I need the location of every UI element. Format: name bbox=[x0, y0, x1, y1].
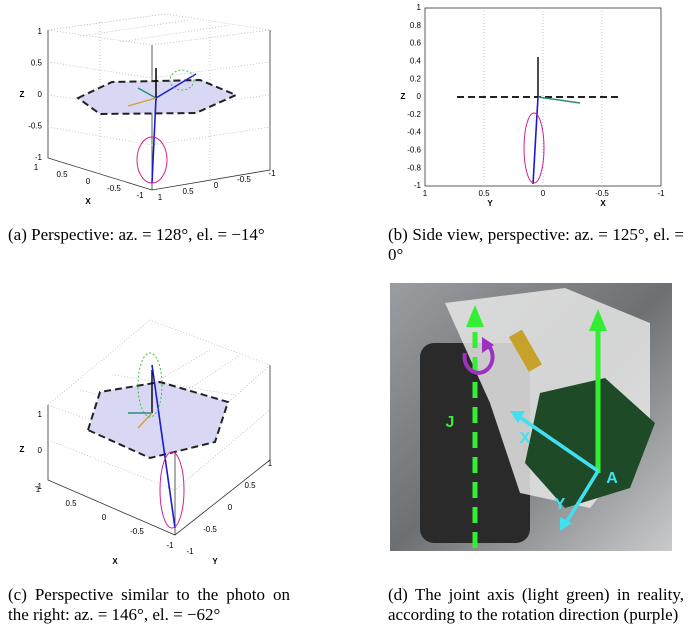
y-tick-label: 0 bbox=[228, 503, 233, 512]
ellipse bbox=[160, 452, 184, 528]
z-tick-label: -0.8 bbox=[407, 163, 421, 172]
x-tick-label: 0.5 bbox=[65, 499, 77, 508]
photo: J X Y A bbox=[390, 283, 672, 551]
z-tick-label: -0.5 bbox=[28, 122, 42, 131]
x-tick-label: 0.5 bbox=[56, 170, 68, 179]
x-tick-label: -0.5 bbox=[130, 527, 144, 536]
z-tick-label: 0 bbox=[38, 90, 43, 99]
z-tick-label: 0.8 bbox=[410, 21, 422, 30]
photo-label: X bbox=[520, 430, 531, 447]
caption: (c) Perspective similar to the photo on … bbox=[8, 585, 290, 625]
x-tick-label: 0 bbox=[102, 513, 107, 522]
x-tick-label: -1 bbox=[166, 541, 174, 550]
z-tick-label: -0.4 bbox=[407, 128, 421, 137]
z-tick-label: 1 bbox=[417, 3, 422, 12]
h-tick-label: -1 bbox=[657, 189, 665, 198]
axis-label: Y bbox=[212, 557, 218, 566]
y-tick-label: -1 bbox=[268, 169, 276, 178]
h-tick-label: 1 bbox=[423, 189, 428, 198]
joint-axis bbox=[533, 97, 538, 184]
z-tick-label: 0.4 bbox=[410, 57, 422, 66]
h-tick-label: 0 bbox=[541, 189, 546, 198]
y-tick-label: -0.5 bbox=[203, 525, 217, 534]
z-tick-label: 0 bbox=[38, 446, 43, 455]
z-tick-label: 0.6 bbox=[410, 39, 422, 48]
z-tick-label: 1 bbox=[38, 410, 43, 419]
x-tick-label: 1 bbox=[36, 485, 41, 494]
z-tick-label: 1 bbox=[38, 27, 43, 36]
axis-label: X bbox=[85, 197, 91, 206]
photo-label: Y bbox=[555, 496, 566, 513]
x-tick-label: -1 bbox=[136, 191, 144, 200]
z-tick-label: -1 bbox=[414, 181, 422, 190]
h-tick-label: 0.5 bbox=[478, 189, 490, 198]
z-tick-label: -1 bbox=[35, 153, 43, 162]
hexagon bbox=[88, 382, 228, 458]
axis-label: Z bbox=[20, 445, 25, 454]
axis-label: Z bbox=[20, 90, 25, 99]
x-tick-label: -0.5 bbox=[107, 184, 121, 193]
y-tick-label: -0.5 bbox=[237, 175, 251, 184]
y-tick-label: 1 bbox=[158, 193, 163, 202]
x-tick-label: 0 bbox=[86, 177, 91, 186]
photo-label: A bbox=[606, 470, 618, 487]
y-tick-label: 1 bbox=[268, 459, 273, 468]
caption: (a) Perspective: az. = 128°, el. = −14° bbox=[8, 225, 290, 245]
z-tick-label: -0.6 bbox=[407, 146, 421, 155]
page: 10.50-0.5-110.50-0.5-110.50-0.5-1ZX 10.8… bbox=[0, 0, 692, 637]
axis-label: Z bbox=[401, 92, 406, 101]
h-tick-label: -0.5 bbox=[595, 189, 609, 198]
y-tick-label: -1 bbox=[186, 547, 194, 556]
x-tick-label: 1 bbox=[34, 163, 39, 172]
z-tick-label: 0.5 bbox=[31, 59, 43, 68]
y-tick-label: 0.5 bbox=[244, 481, 256, 490]
z-tick-label: 0 bbox=[417, 92, 422, 101]
axis-label: X bbox=[600, 199, 606, 208]
z-tick-label: -0.2 bbox=[407, 110, 421, 119]
y-tick-label: 0 bbox=[214, 181, 219, 190]
caption: (d) The joint axis (light green) in real… bbox=[388, 585, 684, 625]
y-tick-label: 0.5 bbox=[182, 187, 194, 196]
axis-label: X bbox=[112, 557, 118, 566]
z-tick-label: 0.2 bbox=[410, 74, 422, 83]
photo-label: J bbox=[446, 414, 455, 431]
caption: (b) Side view, perspective: az. = 125°, … bbox=[388, 225, 684, 265]
axis-label: Y bbox=[487, 199, 493, 208]
